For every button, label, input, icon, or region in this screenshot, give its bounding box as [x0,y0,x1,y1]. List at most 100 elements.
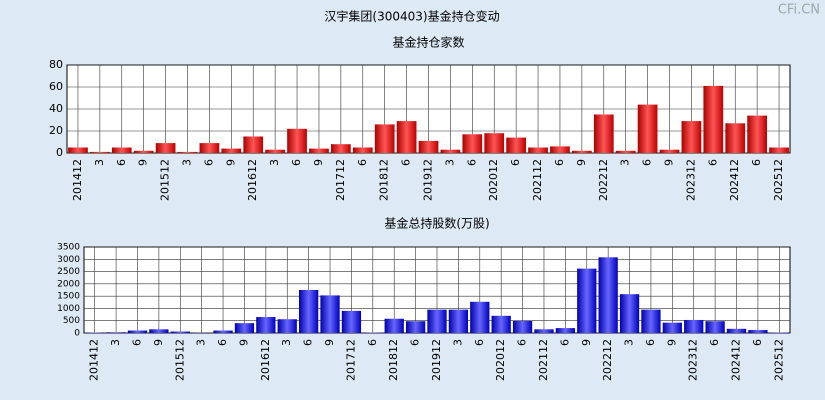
bar [577,268,597,333]
x-tick-label: 9 [312,159,325,166]
x-tick-label: 6 [302,339,315,346]
y-tick-label: 20 [49,124,63,137]
x-tick-label: 201412 [88,339,101,381]
bar [234,323,255,333]
bar [703,85,724,153]
y-tick-label: 500 [63,316,80,326]
x-tick-label: 202512 [772,339,785,381]
x-tick-label: 6 [366,339,379,346]
x-tick-label: 202212 [601,339,614,381]
x-tick-label: 6 [216,339,229,346]
bar [213,330,233,333]
x-tick-label: 6 [130,339,143,346]
x-tick-label: 201812 [378,159,391,201]
x-tick-label: 201512 [159,159,172,201]
x-tick-label: 6 [750,159,763,166]
y-tick-label: 80 [49,58,63,71]
bar [374,124,395,153]
x-tick-label: 202212 [597,159,610,201]
bar [726,328,747,333]
x-tick-label: 3 [280,339,293,346]
bar [111,147,132,153]
x-tick-label: 6 [473,339,486,346]
x-tick-label: 202512 [772,159,785,201]
x-tick-label: 6 [115,159,128,166]
bar [299,290,319,333]
x-tick-label: 6 [751,339,764,346]
y-tick-label: 3000 [57,255,80,265]
x-tick-label: 202412 [728,159,741,201]
x-tick-label: 3 [195,339,208,346]
bar [405,321,426,333]
y-tick-label: 60 [49,80,63,93]
bar [637,104,658,153]
watermark: CFi.CN [778,3,820,18]
bar [265,149,285,153]
x-tick-label: 201612 [259,339,272,381]
x-tick-label: 9 [323,339,336,346]
x-tick-label: 201912 [430,339,443,381]
x-tick-label: 3 [109,339,122,346]
x-tick-label: 6 [400,159,413,166]
bar [684,319,704,333]
bar [106,332,126,333]
bar [384,318,404,333]
bar [506,137,526,153]
x-tick-label: 9 [575,159,588,166]
bar [331,144,351,153]
bar [396,121,417,153]
bar [641,309,661,333]
bar [598,257,618,333]
x-tick-label: 201512 [173,339,186,381]
x-tick-label: 9 [224,159,237,166]
x-tick-label: 201412 [71,159,84,201]
x-tick-label: 202012 [494,339,507,381]
bar [133,150,154,153]
x-tick-label: 6 [409,339,422,346]
x-tick-label: 3 [451,339,464,346]
chart-title: 基金总持股数(万股) [384,216,489,231]
x-tick-label: 202012 [487,159,500,201]
bar [277,319,297,333]
x-tick-label: 202112 [531,159,544,201]
x-tick-label: 6 [558,339,571,346]
bar [555,328,575,333]
y-tick-label: 1000 [57,304,80,314]
x-tick-label: 202312 [684,159,697,201]
bar [725,123,746,153]
bar [287,128,307,153]
bar [352,147,373,153]
x-tick-label: 9 [137,159,150,166]
bar [462,134,483,153]
x-tick-label: 3 [268,159,281,166]
x-tick-label: 202412 [730,339,743,381]
chart-title: 基金持仓家数 [392,35,464,50]
y-tick-label: 0 [74,329,80,339]
bar [448,309,469,333]
y-tick-label: 2500 [57,267,80,277]
x-tick-label: 6 [644,339,657,346]
x-tick-label: 201712 [344,339,357,381]
bar [177,151,198,153]
bar [309,148,329,153]
x-tick-label: 201812 [387,339,400,381]
x-tick-label: 9 [665,339,678,346]
bar [550,146,570,153]
x-tick-label: 6 [708,339,721,346]
bar [256,317,276,333]
bar [748,330,768,333]
bar [320,295,340,333]
x-tick-label: 3 [619,159,632,166]
x-tick-label: 6 [509,159,522,166]
bar [243,136,264,153]
bar [528,147,548,153]
bar [127,330,148,333]
x-tick-label: 6 [641,159,654,166]
x-tick-label: 6 [465,159,478,166]
x-tick-label: 9 [152,339,165,346]
bar [491,315,511,333]
x-tick-label: 6 [553,159,566,166]
x-tick-label: 9 [580,339,593,346]
bar [747,115,767,153]
